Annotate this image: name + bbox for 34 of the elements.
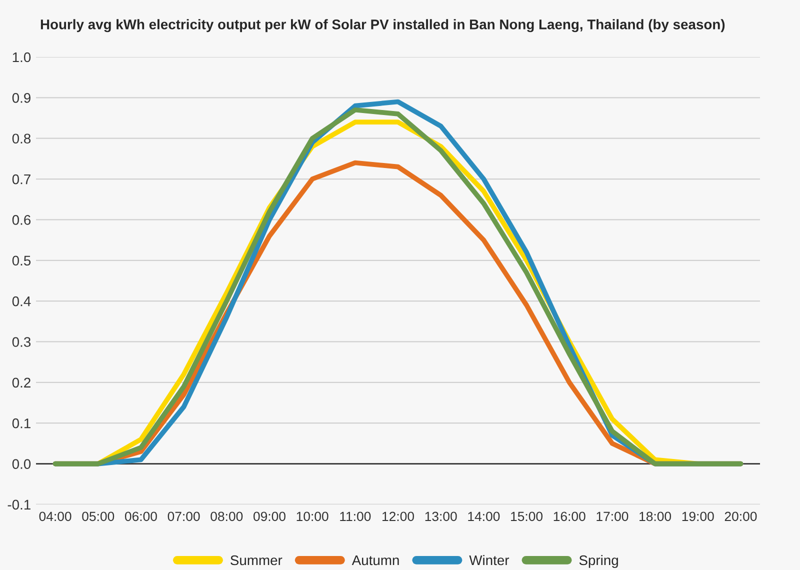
x-tick-label: 10:00 (296, 512, 328, 522)
x-tick-label: 09:00 (253, 512, 286, 522)
y-tick-label: 0.8 (12, 134, 31, 144)
y-tick-label: 0.5 (12, 256, 31, 266)
x-tick-label: 17:00 (596, 512, 628, 522)
chart-title: Hourly avg kWh electricity output per kW of Solar PV installed in Ban Nong Laeng, Thailand (by season) (40, 19, 725, 32)
y-tick-label: 0.9 (12, 93, 30, 103)
x-tick-label: 14:00 (468, 512, 500, 522)
x-tick-label: 13:00 (425, 512, 457, 522)
legend-label: Summer (230, 555, 282, 566)
x-tick-label: 16:00 (554, 512, 586, 522)
y-tick-label: 0.4 (12, 296, 31, 306)
y-tick-label: 0.3 (12, 337, 31, 347)
y-tick-label: 1.0 (12, 52, 31, 62)
y-tick-label: 0.6 (12, 215, 31, 225)
y-tick-label: 0.1 (12, 418, 30, 428)
x-tick-label: 08:00 (210, 512, 243, 522)
y-tick-label: 0.7 (12, 174, 30, 184)
legend-label: Winter (469, 554, 510, 566)
x-tick-label: 12:00 (382, 512, 414, 522)
x-tick-label: 04:00 (39, 512, 72, 522)
x-tick-label: 11:00 (340, 512, 371, 522)
y-tick-label: -0.1 (8, 500, 30, 510)
x-tick-label: 15:00 (511, 512, 543, 522)
x-tick-label: 06:00 (124, 512, 157, 522)
x-tick-label: 20:00 (724, 512, 757, 522)
y-tick-label: 0.2 (12, 378, 30, 388)
x-tick-label: 07:00 (168, 512, 200, 522)
x-tick-label: 05:00 (82, 512, 114, 522)
legend-label: Autumn (352, 555, 399, 566)
y-tick-label: 0.0 (12, 459, 31, 469)
legend-label: Spring (579, 554, 618, 568)
x-tick-label: 19:00 (682, 512, 714, 522)
x-tick-label: 18:00 (640, 512, 672, 522)
